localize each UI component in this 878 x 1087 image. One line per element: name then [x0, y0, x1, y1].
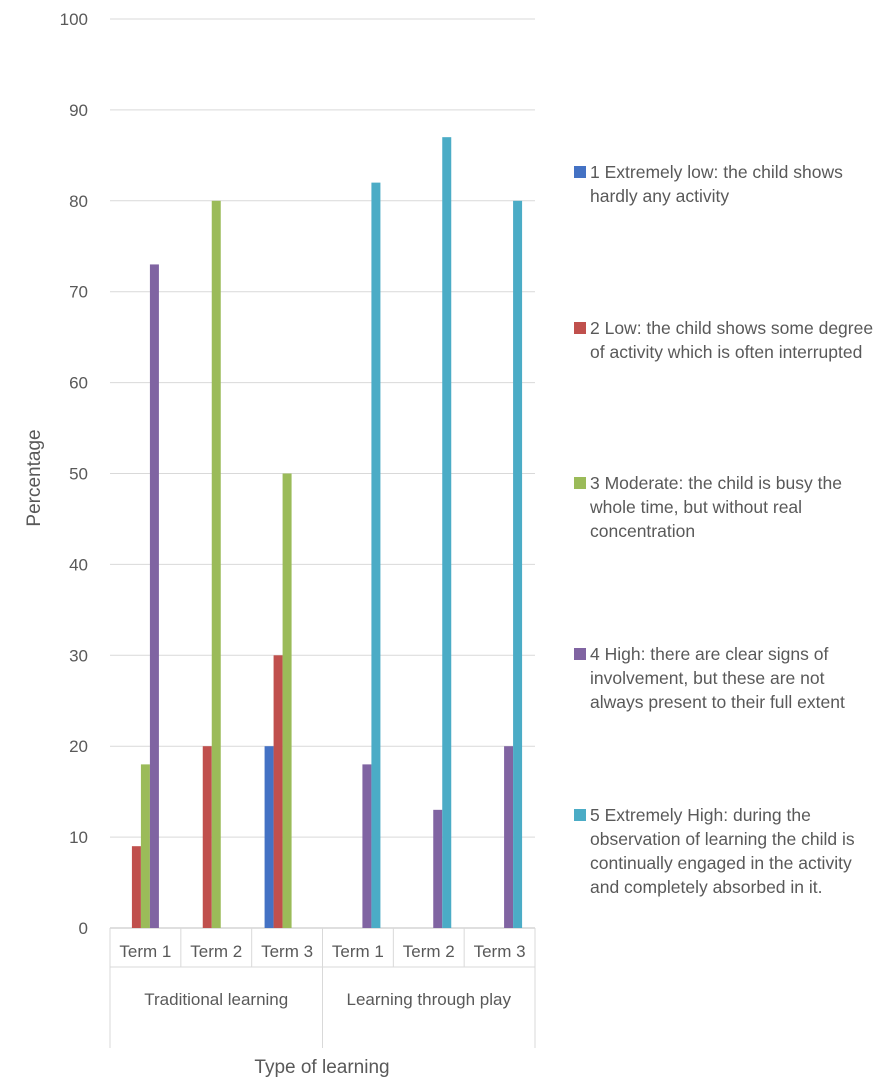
y-tick-label: 30 — [69, 646, 88, 665]
bar — [140, 764, 150, 928]
x-group-label: Traditional learning — [144, 990, 288, 1009]
gridlines — [110, 18, 535, 929]
y-tick-label: 0 — [79, 919, 88, 938]
y-tick-label: 70 — [69, 283, 88, 302]
legend-label: 3 Moderate: the child is busy the whole … — [590, 473, 842, 541]
bar — [371, 182, 381, 928]
bar — [504, 746, 514, 928]
bar — [202, 746, 212, 928]
x-tick-label: Term 3 — [474, 942, 526, 961]
x-tick-label: Term 1 — [332, 942, 384, 961]
bar — [442, 137, 452, 929]
legend-item: 2 Low: the child shows some degree of ac… — [574, 316, 874, 364]
legend-swatch — [574, 648, 586, 660]
x-axis: Term 1 Term 2 Term 3 Traditional learning Te… — [109, 928, 536, 1048]
legend-label: 5 Extremely High: during the observation… — [590, 805, 855, 897]
legend-swatch — [574, 322, 586, 334]
legend-item: 1 Extremely low: the child shows hardly … — [574, 160, 874, 208]
bar — [362, 764, 372, 928]
legend-item: 5 Extremely High: during the observation… — [574, 803, 874, 899]
bar — [513, 200, 523, 929]
bars — [131, 137, 523, 929]
y-tick-label: 40 — [69, 555, 88, 574]
legend-swatch — [574, 809, 586, 821]
legend-label: 2 Low: the child shows some degree of ac… — [590, 318, 874, 362]
legend-item: 4 High: there are clear signs of involve… — [574, 642, 874, 714]
y-axis-title: Percentage — [24, 429, 45, 526]
y-tick-label: 10 — [69, 828, 88, 847]
bar — [131, 846, 141, 928]
bar — [149, 264, 159, 928]
x-tick-label: Term 2 — [190, 942, 242, 961]
x-tick-label: Term 3 — [261, 942, 313, 961]
y-tick-label: 100 — [60, 10, 88, 29]
legend-swatch — [574, 477, 586, 489]
bar — [211, 200, 221, 929]
y-tick-label: 80 — [69, 192, 88, 211]
legend-label: 4 High: there are clear signs of involve… — [590, 644, 845, 712]
bar — [264, 746, 274, 928]
y-axis-ticks: 0 10 20 30 40 50 60 70 80 90 100 — [60, 10, 88, 938]
y-tick-label: 60 — [69, 374, 88, 393]
legend-item: 3 Moderate: the child is busy the whole … — [574, 471, 874, 543]
bar — [282, 473, 292, 928]
bar — [273, 655, 283, 928]
bar — [433, 809, 443, 928]
x-group-label: Learning through play — [347, 990, 512, 1009]
x-tick-label: Term 2 — [403, 942, 455, 961]
x-tick-label: Term 1 — [119, 942, 171, 961]
y-tick-label: 20 — [69, 737, 88, 756]
legend-label: 1 Extremely low: the child shows hardly … — [590, 162, 843, 206]
legend-swatch — [574, 166, 586, 178]
x-axis-title: Type of learning — [254, 1057, 389, 1078]
y-tick-label: 90 — [69, 101, 88, 120]
y-tick-label: 50 — [69, 465, 88, 484]
